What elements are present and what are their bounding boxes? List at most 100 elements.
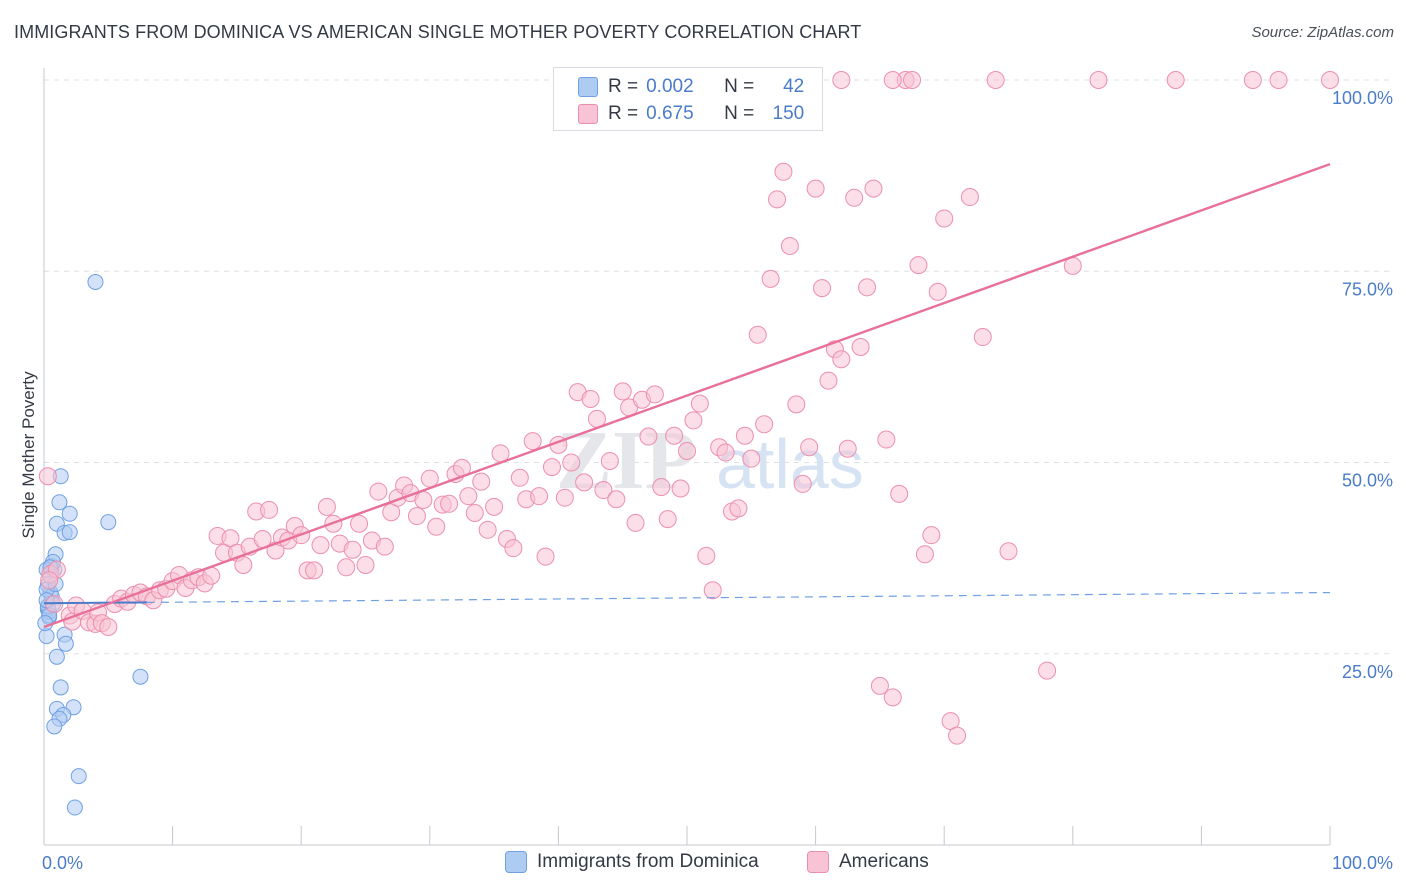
americans-point	[684, 411, 703, 430]
americans-point	[414, 490, 433, 509]
y-tick-label: 100.0%	[1332, 88, 1393, 108]
legend-item-americans[interactable]: Americans	[807, 851, 929, 873]
americans-point	[671, 479, 690, 498]
immigrants-point	[100, 514, 117, 531]
americans-point	[813, 279, 832, 298]
immigrants-point	[37, 615, 54, 632]
americans-point	[793, 474, 812, 493]
americans-point	[922, 526, 941, 545]
americans-point	[658, 510, 677, 529]
immigrants-point	[51, 494, 68, 511]
americans-point	[729, 499, 748, 518]
americans-point	[800, 438, 819, 457]
americans-point	[787, 395, 806, 414]
americans-point	[375, 537, 394, 556]
americans-point	[832, 350, 851, 369]
americans-point	[607, 490, 626, 509]
y-tick-label: 75.0%	[1342, 279, 1393, 299]
immigrants-point	[70, 768, 87, 785]
americans-point	[645, 385, 664, 404]
americans-point	[1038, 661, 1057, 680]
americans-point	[536, 547, 555, 566]
americans-point	[748, 325, 767, 344]
americans-point	[948, 726, 967, 745]
americans-point	[928, 282, 947, 301]
americans-point	[845, 188, 864, 207]
americans-point	[343, 540, 362, 559]
americans-point	[440, 494, 459, 513]
legend-n-label: N =	[724, 103, 755, 124]
americans-point	[427, 517, 446, 536]
americans-point	[832, 71, 851, 89]
americans-point	[973, 328, 992, 347]
legend-r-value: 0.675	[646, 103, 694, 124]
immigrants-point	[87, 273, 104, 290]
americans-point	[960, 188, 979, 207]
legend-swatch-americans	[807, 851, 829, 873]
immigrants-point	[61, 505, 78, 522]
americans-point	[594, 481, 613, 500]
americans-point	[420, 469, 439, 488]
immigrants-point	[61, 524, 78, 541]
immigrants-point	[132, 668, 149, 685]
grid-lines	[44, 79, 1392, 655]
legend-swatch-immigrants	[578, 77, 598, 97]
americans-point	[478, 520, 497, 539]
americans-point	[768, 190, 787, 209]
americans-point	[890, 484, 909, 503]
americans-point	[986, 71, 1005, 89]
americans-point	[510, 468, 529, 487]
americans-point	[858, 278, 877, 297]
americans-point	[542, 458, 561, 477]
x-tick-labels: 0.0% 100.0%	[42, 853, 1393, 873]
americans-point	[851, 337, 870, 356]
legend-n-value: 42	[783, 76, 805, 97]
series-legend: Immigrants from Dominica Americans	[0, 851, 1406, 877]
americans-point	[780, 237, 799, 256]
legend-swatch-americans	[578, 104, 598, 124]
americans-point	[806, 179, 825, 198]
americans-point	[613, 382, 632, 401]
americans-point	[838, 439, 857, 458]
americans-point	[234, 556, 253, 575]
americans-point	[459, 487, 478, 506]
americans-point	[311, 536, 330, 555]
americans-point	[877, 430, 896, 449]
americans-point	[600, 451, 619, 470]
americans-point	[485, 497, 504, 516]
americans-point	[99, 617, 118, 636]
legend-swatch-immigrants	[505, 851, 527, 873]
legend-n-label: N =	[724, 76, 755, 97]
americans-point	[742, 449, 761, 468]
immigrants-point	[66, 799, 83, 816]
americans-point	[999, 542, 1018, 561]
americans-point	[305, 561, 324, 580]
americans-point	[317, 497, 336, 516]
americans-point	[678, 442, 696, 461]
americans-point	[903, 71, 922, 89]
legend-item-immigrants[interactable]: Immigrants from Dominica	[505, 851, 759, 873]
americans-point	[819, 371, 838, 390]
americans-point	[652, 477, 671, 496]
americans-point	[639, 427, 658, 446]
legend-n-value: 150	[772, 103, 805, 124]
legend-label-immigrants: Immigrants from Dominica	[537, 851, 759, 872]
americans-point	[774, 162, 793, 181]
americans-point	[356, 556, 375, 575]
americans-point	[523, 432, 542, 451]
americans-point	[1166, 71, 1185, 89]
americans-point	[465, 503, 484, 522]
immigrants-trend-line	[43, 601, 147, 605]
americans-point	[716, 443, 735, 462]
americans-point	[1269, 71, 1288, 89]
immigrants-trend-line-dashed	[146, 591, 1331, 604]
americans-point	[703, 581, 722, 600]
immigrants-point	[57, 635, 74, 652]
americans-point	[504, 539, 523, 558]
americans-point	[870, 676, 889, 695]
legend-label-americans: Americans	[839, 851, 929, 872]
legend-row-americans: R = 0.675 N = 150	[578, 102, 804, 126]
americans-point	[697, 546, 716, 565]
americans-point	[735, 426, 754, 445]
